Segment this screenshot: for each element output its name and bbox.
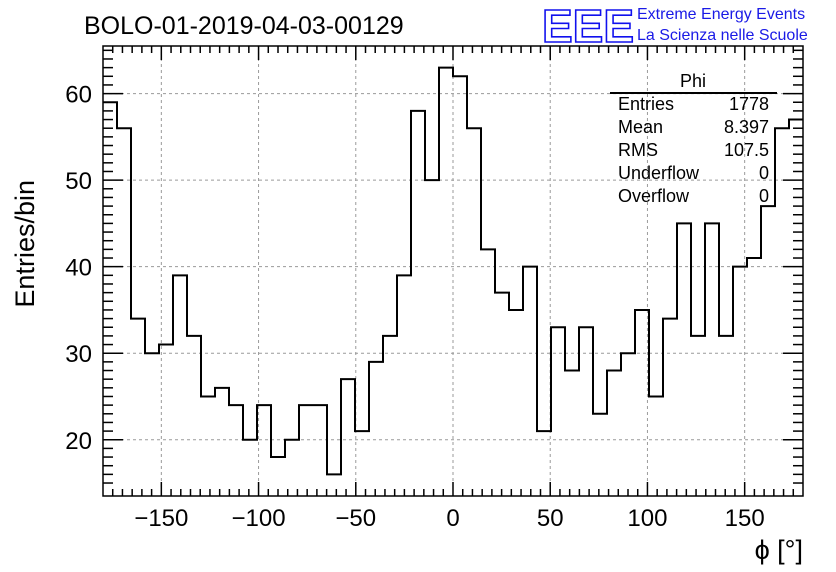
stats-row-label: RMS — [618, 140, 658, 160]
chart-title: BOLO-01-2019-04-03-00129 — [84, 12, 404, 40]
eee-logo-line2: La Scienza nelle Scuole — [637, 27, 808, 44]
stats-header-rule — [610, 92, 777, 94]
x-tick-labels: −150 −100 −50 0 50 100 150 — [134, 505, 764, 532]
eee-logo-mark: EEE — [542, 0, 634, 52]
stats-row-label: Overflow — [618, 186, 690, 206]
stats-box: Phi Entries 1778 Mean 8.397 RMS 107.5 Underflo… — [610, 71, 777, 206]
y-tick-label: 30 — [65, 341, 92, 368]
y-tick-label: 60 — [65, 82, 92, 109]
stats-title: Phi — [680, 71, 706, 91]
x-tick-label: 100 — [627, 505, 667, 532]
stats-row-label: Entries — [618, 94, 674, 114]
x-tick-label: 150 — [725, 505, 765, 532]
stats-row-value: 1778 — [729, 94, 769, 114]
x-tick-label: 0 — [446, 505, 459, 532]
eee-logo: EEE Extreme Energy Events La Scienza nel… — [541, 0, 808, 53]
y-tick-label: 50 — [65, 168, 92, 195]
histogram-series — [103, 66, 803, 476]
x-axis-title: ϕ [°] — [755, 535, 803, 565]
axis-ticks — [103, 46, 803, 496]
stats-row-value: 0 — [759, 163, 769, 183]
y-tick-label: 20 — [65, 428, 92, 455]
x-tick-label: −100 — [232, 505, 286, 532]
stats-row-value: 107.5 — [724, 140, 769, 160]
x-tick-label: −50 — [335, 505, 376, 532]
stats-row-value: 0 — [759, 186, 769, 206]
stats-row-label: Mean — [618, 117, 663, 137]
x-tick-label: 50 — [537, 505, 564, 532]
x-tick-label: −150 — [134, 505, 188, 532]
eee-logo-line1: Extreme Energy Events — [637, 6, 805, 23]
grid — [103, 46, 803, 496]
stats-row-label: Underflow — [618, 163, 700, 183]
stats-rows: Entries 1778 Mean 8.397 RMS 107.5 Underflow 0 Ov… — [618, 94, 769, 206]
stats-row-value: 8.397 — [724, 117, 769, 137]
y-tick-label: 40 — [65, 255, 92, 282]
y-axis-title: Entries/bin — [10, 180, 40, 308]
y-tick-labels: 20 30 40 50 60 — [65, 82, 92, 455]
